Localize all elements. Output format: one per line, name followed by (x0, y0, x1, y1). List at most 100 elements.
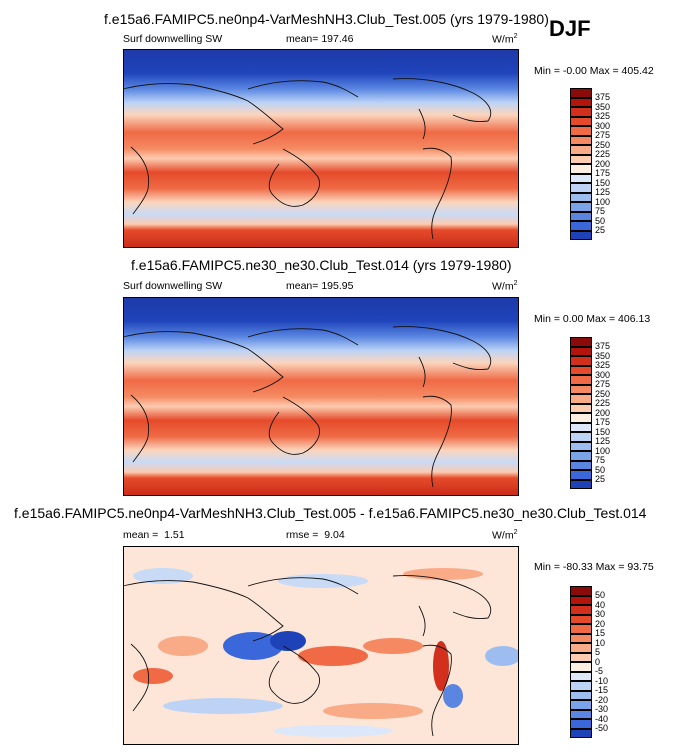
colorbar-box (570, 709, 592, 719)
colorbar-box (570, 719, 592, 729)
panel1-variable: Surf downwelling SW (123, 33, 223, 45)
colorbar-box (570, 164, 592, 174)
colorbar-box (570, 202, 592, 212)
colorbar-tick-label: -40 (595, 713, 609, 724)
colorbar-box (570, 700, 592, 710)
colorbar-box (570, 662, 592, 672)
colorbar-tick-label: 250 (595, 388, 611, 399)
colorbar-box (570, 413, 592, 423)
panel2-minmax: Min = 0.00 Max = 406.13 (534, 313, 651, 325)
panel3-mean-value: 1.51 (164, 529, 185, 541)
colorbar-box (570, 375, 592, 385)
colorbar-tick-label: 125 (595, 436, 611, 446)
colorbar-tick-label: 25 (595, 474, 606, 484)
colorbar-box (570, 422, 592, 432)
colorbar-box (570, 192, 592, 202)
colorbar-box (570, 145, 592, 155)
colorbar-tick-label: 375 (595, 341, 611, 351)
colorbar-tick-label: 325 (595, 360, 611, 370)
colorbar-box (570, 107, 592, 117)
panel1-coastlines (123, 78, 492, 240)
panel3-rmse: rmse = 9.04 (286, 529, 345, 541)
colorbar-tick-label: 250 (595, 139, 611, 150)
colorbar-tick-label: 125 (595, 187, 611, 197)
colorbar-tick-label: 275 (595, 379, 611, 389)
colorbar-tick-label: 300 (595, 120, 611, 131)
panel2-units: W/m2 (492, 280, 517, 293)
colorbar-box (570, 230, 592, 240)
panel2-variable: Surf downwelling SW (123, 280, 223, 292)
colorbar-box (570, 221, 592, 231)
colorbar-tick-label: 200 (595, 158, 611, 169)
colorbar-box (570, 690, 592, 700)
colorbar-tick-label: 50 (595, 464, 606, 475)
colorbar-tick-label: 100 (595, 196, 611, 207)
panel2-units-text: W/m (492, 280, 514, 293)
panel2-mean: mean= 195.95 (286, 280, 353, 292)
panel3-minmax: Min = -80.33 Max = 93.75 (534, 561, 654, 573)
colorbar-tick-label: 175 (595, 417, 611, 427)
colorbar-tick-label: 350 (595, 350, 611, 361)
panel1-title: f.e15a6.FAMIPC5.ne0np4-VarMeshNH3.Club_T… (104, 11, 549, 27)
colorbar-box (570, 441, 592, 451)
colorbar-box (570, 614, 592, 624)
colorbar-tick-label: -20 (595, 694, 609, 705)
panel1-units-exp: 2 (513, 33, 518, 40)
panel3-units: W/m2 (492, 529, 517, 542)
panel3-map (123, 546, 519, 745)
panel3-coastlines (123, 575, 492, 737)
colorbar-box (570, 365, 592, 375)
colorbar-box (570, 460, 592, 470)
colorbar-tick-label: 300 (595, 369, 611, 380)
panel3-rmse-value: 9.04 (324, 529, 345, 541)
colorbar-box (570, 126, 592, 136)
colorbar-box (570, 356, 592, 366)
colorbar-box (570, 432, 592, 442)
colorbar-box (570, 451, 592, 461)
colorbar-tick-label: 325 (595, 111, 611, 121)
season-label: DJF (549, 16, 591, 41)
panel1-minmax: Min = -0.00 Max = 405.42 (534, 65, 654, 77)
colorbar-box (570, 643, 592, 653)
colorbar-box (570, 183, 592, 193)
panel1-units: W/m2 (492, 33, 517, 46)
colorbar-tick-label: 100 (595, 445, 611, 456)
panel3-anomalies (133, 568, 519, 737)
colorbar-tick-label: 0 (595, 656, 601, 667)
panel2-map (123, 297, 519, 496)
colorbar-tick-label: 30 (595, 609, 606, 619)
colorbar-box (570, 116, 592, 126)
colorbar-tick-label: 75 (595, 455, 606, 465)
panel3-mean-label: mean = (123, 529, 159, 541)
colorbar-tick-label: 175 (595, 168, 611, 178)
colorbar-tick-label: 375 (595, 92, 611, 102)
colorbar-box (570, 394, 592, 404)
panel1-field (123, 49, 519, 248)
panel3-rmse-label: rmse = (286, 529, 319, 541)
panel1-mean-label: mean= (286, 33, 319, 45)
colorbar-box (570, 337, 592, 347)
colorbar-box (570, 595, 592, 605)
colorbar-box (570, 173, 592, 183)
panel1-map (123, 49, 519, 248)
colorbar-tick-label: 20 (595, 618, 606, 629)
colorbar-tick-label: 75 (595, 206, 606, 216)
colorbar-tick-label: -10 (595, 675, 609, 686)
colorbar-box (570, 479, 592, 489)
colorbar-tick-label: 25 (595, 225, 606, 235)
colorbar-box (570, 97, 592, 107)
colorbar-box (570, 403, 592, 413)
panel3-units-text: W/m (492, 529, 514, 542)
panel1-mean-value: 197.46 (321, 33, 354, 45)
colorbar-box (570, 135, 592, 145)
colorbar-tick-label: 15 (595, 628, 606, 638)
colorbar-box (570, 605, 592, 615)
panel3-title: f.e15a6.FAMIPC5.ne0np4-VarMeshNH3.Club_T… (14, 505, 647, 521)
panel2-coastlines (123, 326, 492, 488)
panel1-units-text: W/m (492, 33, 514, 46)
colorbar-box (570, 346, 592, 356)
colorbar-box (570, 384, 592, 394)
colorbar-tick-label: 50 (595, 215, 606, 226)
panel3-units-exp: 2 (513, 529, 518, 536)
colorbar-tick-label: 200 (595, 407, 611, 418)
